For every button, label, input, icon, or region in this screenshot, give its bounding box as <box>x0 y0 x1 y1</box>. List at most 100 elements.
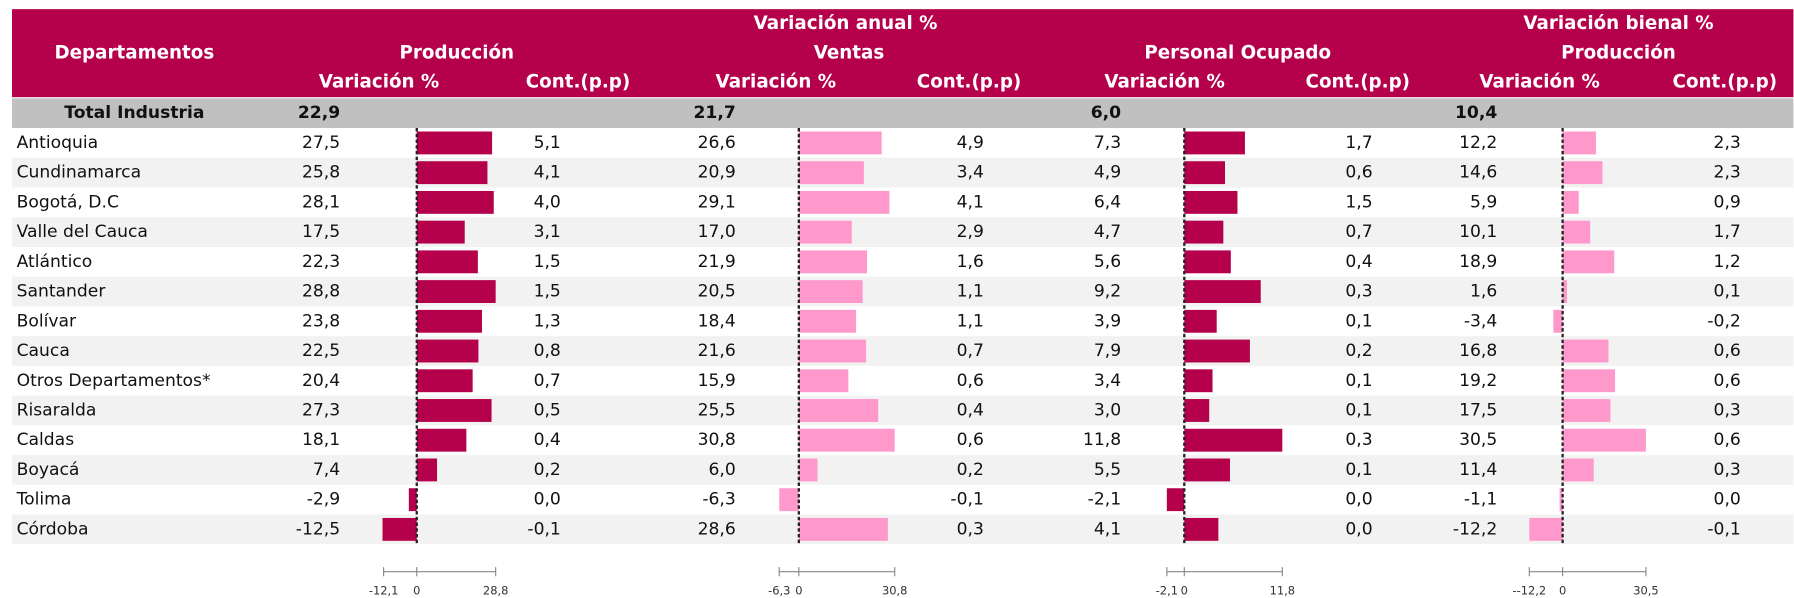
bar <box>1529 517 1563 541</box>
contribution-value: 1,5 <box>534 252 561 272</box>
row-band <box>12 484 1794 515</box>
contribution-value: 0,6 <box>1714 371 1741 391</box>
row-name: Tolima <box>16 490 72 510</box>
row-name: Cauca <box>17 341 70 361</box>
variation-value: 27,5 <box>302 133 340 153</box>
bar <box>416 428 467 452</box>
contribution-value: 1,3 <box>534 311 561 331</box>
bar <box>1562 280 1567 304</box>
bar <box>1553 309 1563 333</box>
contribution-value: 0,1 <box>1714 282 1741 302</box>
bar <box>798 369 849 393</box>
contribution-value: 0,0 <box>1714 490 1741 510</box>
bar <box>798 280 863 304</box>
variation-value: 16,8 <box>1459 341 1497 361</box>
contribution-header: Cont.(p.p) <box>1673 71 1778 92</box>
row-name: Santander <box>17 282 107 302</box>
bar <box>798 131 882 155</box>
tick-label: 30,8 <box>882 584 907 598</box>
section-header: Personal Ocupado <box>1144 43 1331 64</box>
contribution-value: 0,9 <box>1714 192 1741 212</box>
variation-header: Variación % <box>1104 71 1224 92</box>
variation-value: 20,5 <box>698 282 736 302</box>
contribution-value: 0,6 <box>1345 163 1372 183</box>
bar <box>1559 488 1563 512</box>
variation-value: 27,3 <box>302 400 340 420</box>
variation-value: 7,3 <box>1094 133 1121 153</box>
contribution-header: Cont.(p.p) <box>1306 71 1411 92</box>
bar <box>1562 339 1609 363</box>
variation-value: 11,4 <box>1459 460 1497 480</box>
variation-value: 17,5 <box>1459 400 1497 420</box>
variation-value: -1,1 <box>1464 490 1497 510</box>
bar <box>408 488 417 512</box>
bar <box>1184 309 1217 333</box>
bar <box>1184 161 1226 185</box>
bar <box>798 399 879 422</box>
contribution-value: 1,6 <box>957 252 984 272</box>
total-value: 22,9 <box>298 103 340 123</box>
row-name: Risaralda <box>17 400 97 420</box>
total-value: 6,0 <box>1091 103 1121 123</box>
tick-label: 0 <box>413 584 420 598</box>
bar <box>416 369 473 393</box>
tick-label: 30,5 <box>1633 584 1658 598</box>
bar <box>1562 131 1596 155</box>
contribution-value: 1,5 <box>534 282 561 302</box>
variation-value: 17,5 <box>302 222 340 242</box>
variation-value: 7,9 <box>1094 341 1121 361</box>
tick-label: 0 <box>1181 584 1188 598</box>
row-band <box>12 365 1794 396</box>
bar <box>416 131 493 155</box>
variation-value: 11,8 <box>1083 430 1121 450</box>
bar <box>1184 190 1238 214</box>
row-band <box>12 217 1794 247</box>
bar <box>1562 428 1646 452</box>
row-band <box>12 514 1794 545</box>
variation-value: -12,5 <box>296 519 340 539</box>
variation-value: 5,6 <box>1094 252 1121 272</box>
variation-value: 26,6 <box>698 133 736 153</box>
contribution-value: 0,6 <box>1714 341 1741 361</box>
bar <box>1184 399 1210 422</box>
variation-value: 5,5 <box>1094 460 1121 480</box>
tick-label: -12,1 <box>369 584 399 598</box>
bar <box>416 220 465 244</box>
variation-value: 22,5 <box>302 341 340 361</box>
bar <box>1184 280 1261 304</box>
bar <box>798 517 888 541</box>
variation-value: -12,2 <box>1453 519 1497 539</box>
row-name: Boyacá <box>17 460 80 480</box>
section-header: Producción <box>399 43 514 64</box>
variation-value: 4,9 <box>1094 163 1121 183</box>
variation-value: 9,2 <box>1094 282 1121 302</box>
contribution-value: 0,1 <box>1345 311 1372 331</box>
contribution-value: 0,7 <box>1345 222 1372 242</box>
bar <box>416 458 438 482</box>
bar <box>1184 250 1231 274</box>
contribution-value: 0,2 <box>1345 341 1372 361</box>
contribution-value: 0,2 <box>957 460 984 480</box>
contribution-value: 0,0 <box>1345 490 1372 510</box>
row-band <box>12 425 1794 456</box>
variation-value: 7,4 <box>313 460 340 480</box>
contribution-value: 0,3 <box>1714 460 1741 480</box>
contribution-header: Cont.(p.p) <box>526 71 631 92</box>
first-column-header: Departamentos <box>54 43 214 64</box>
contribution-value: 4,0 <box>534 192 561 212</box>
section-header: Ventas <box>814 43 885 64</box>
contribution-value: 0,3 <box>957 519 984 539</box>
variation-value: -2,9 <box>307 490 340 510</box>
bar <box>416 309 482 333</box>
tick-label: -6,3 <box>768 584 790 598</box>
row-band <box>12 336 1794 366</box>
section-header: Producción <box>1561 43 1676 64</box>
row-band <box>12 187 1794 218</box>
contribution-value: 1,7 <box>1345 133 1372 153</box>
group-header: Variación bienal % <box>1523 13 1713 34</box>
bar <box>416 190 494 214</box>
contribution-value: 5,1 <box>534 133 561 153</box>
row-name: Otros Departamentos* <box>17 371 211 391</box>
